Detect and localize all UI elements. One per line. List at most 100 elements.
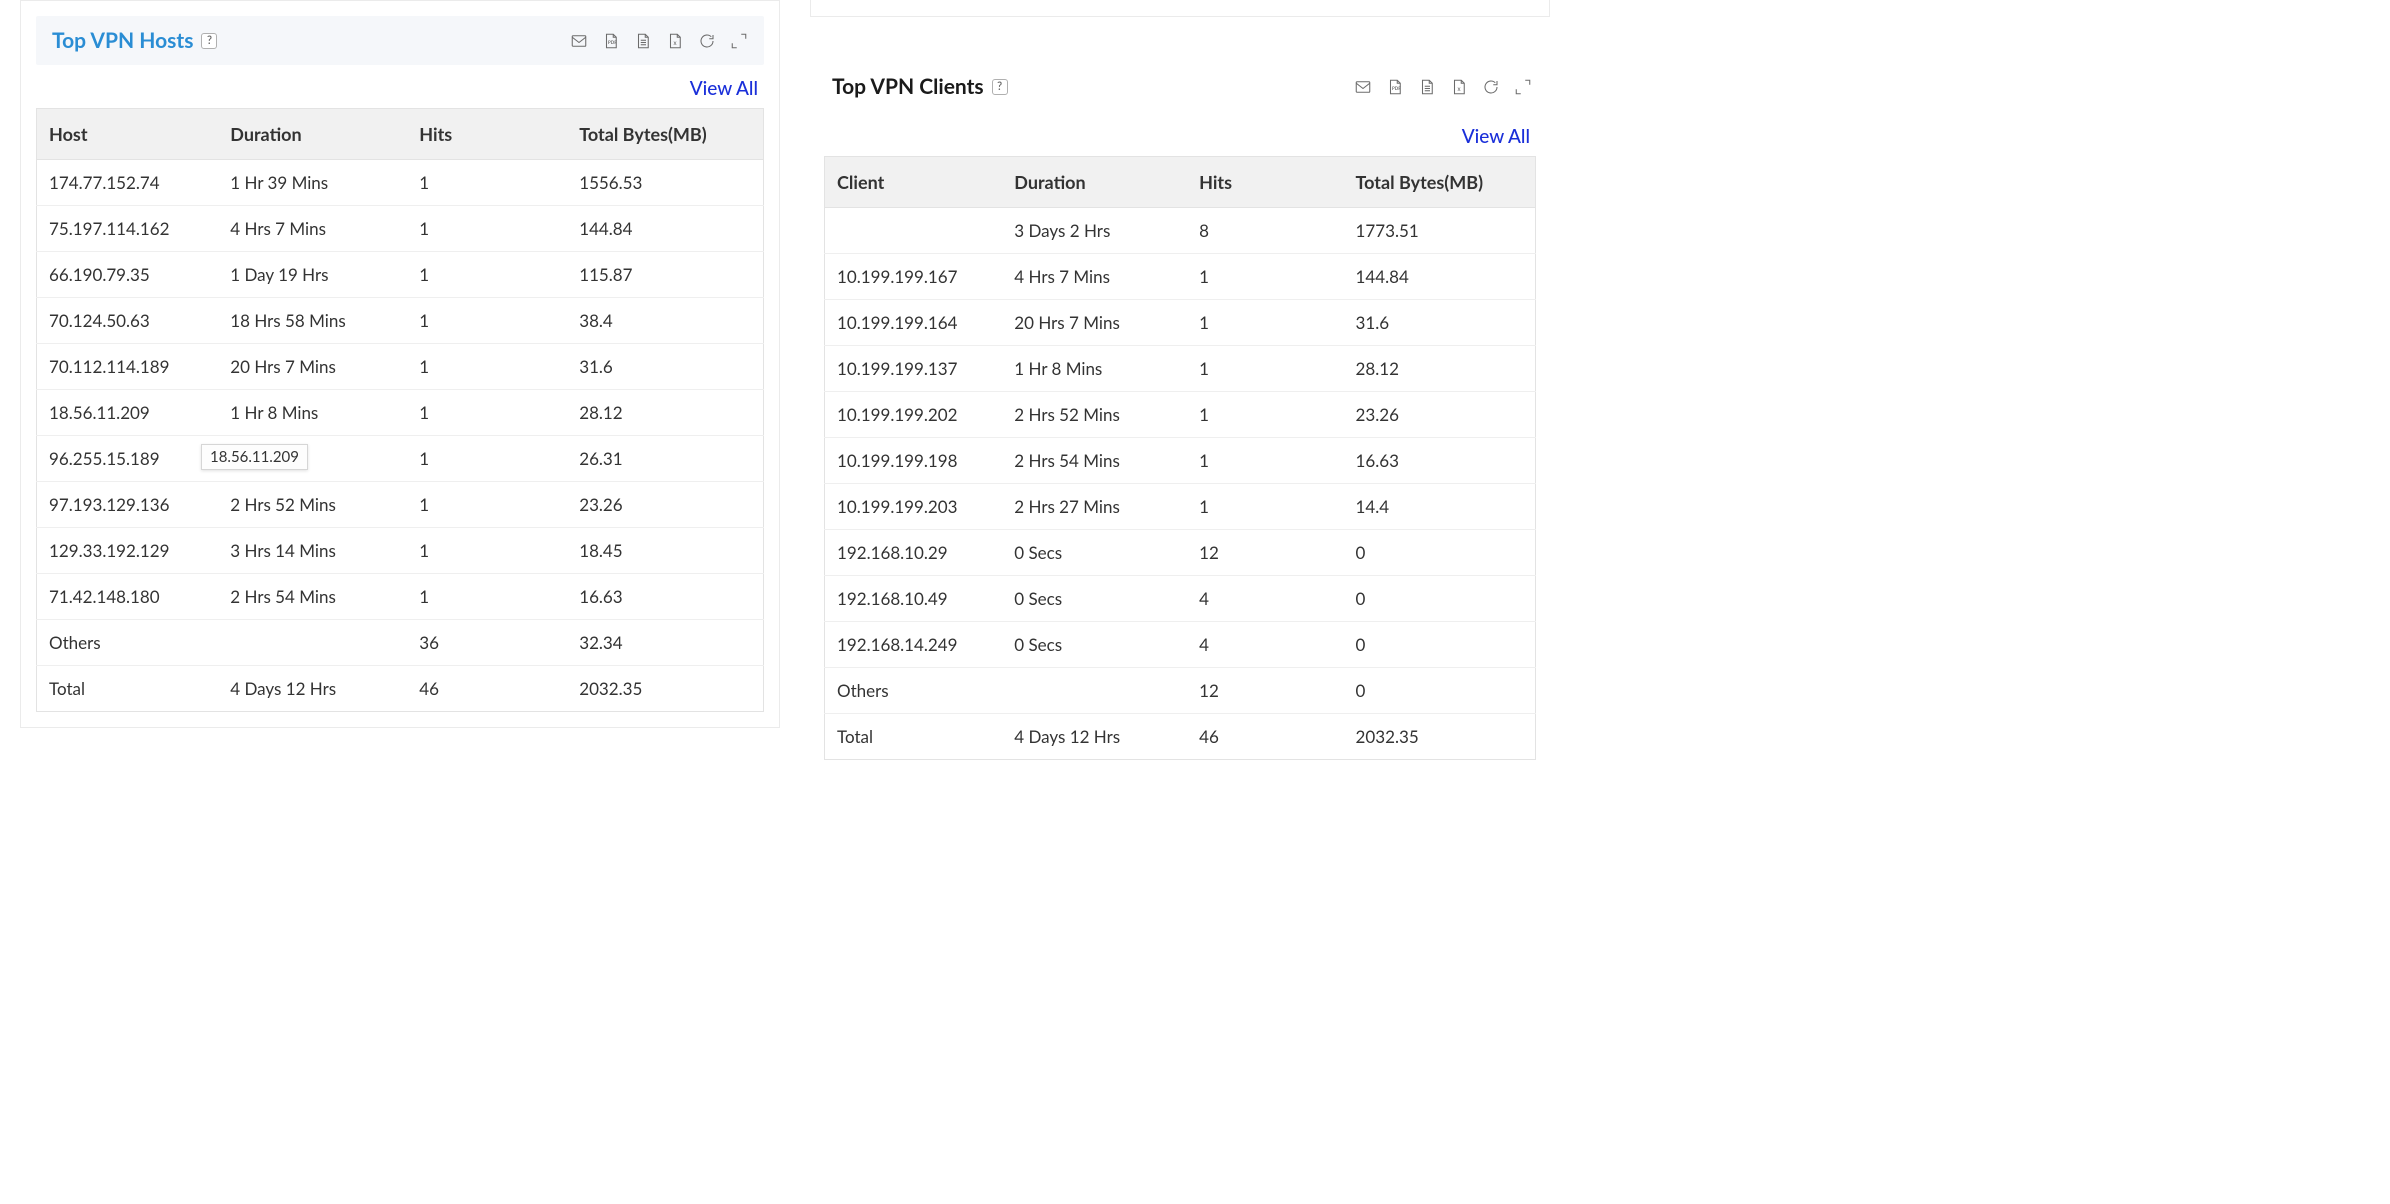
cell-bytes: 0	[1344, 622, 1536, 668]
cell-key[interactable]: 174.77.152.74	[37, 160, 219, 206]
table-row: Total4 Days 12 Hrs462032.35	[825, 714, 1536, 760]
cell-duration: 0 Secs	[1002, 622, 1187, 668]
expand-icon[interactable]	[1514, 78, 1532, 96]
cell-hits: 1	[1187, 484, 1343, 530]
cell-bytes: 144.84	[1344, 254, 1536, 300]
refresh-icon[interactable]	[1482, 78, 1500, 96]
pdf-export-icon[interactable]: PDF	[602, 32, 620, 50]
cell-hits: 1	[1187, 346, 1343, 392]
cell-hits: 12	[1187, 530, 1343, 576]
pdf-export-icon[interactable]: PDF	[1386, 78, 1404, 96]
cell-hits: 8	[1187, 208, 1343, 254]
cell-hits: 1	[407, 390, 567, 436]
svg-text:PDF: PDF	[1392, 86, 1401, 91]
cell-key[interactable]: 18.56.11.209	[37, 390, 219, 436]
cell-key[interactable]: 71.42.148.180	[37, 574, 219, 620]
cell-key[interactable]: 192.168.10.49	[825, 576, 1003, 622]
view-all-link[interactable]: View All	[1462, 125, 1530, 148]
cell-key[interactable]: 97.193.129.136	[37, 482, 219, 528]
cell-key[interactable]: 10.199.199.167	[825, 254, 1003, 300]
table-row: 10.199.199.2022 Hrs 52 Mins123.26	[825, 392, 1536, 438]
table-row: Others3632.34	[37, 620, 764, 666]
clients-viewall-row: View All	[824, 113, 1536, 156]
table-row: 97.193.129.1362 Hrs 52 Mins123.26	[37, 482, 764, 528]
cell-duration: 4 Hrs 7 Mins	[1002, 254, 1187, 300]
cell-duration	[1002, 668, 1187, 714]
cell-key[interactable]: 66.190.79.35	[37, 252, 219, 298]
col-totalbytes: Total Bytes(MB)	[567, 109, 763, 160]
cell-hits: 1	[1187, 300, 1343, 346]
cell-hits: 1	[407, 574, 567, 620]
cell-key[interactable]: 96.255.15.18918.56.11.209	[37, 436, 219, 482]
clients-table-header-row: Client Duration Hits Total Bytes(MB)	[825, 157, 1536, 208]
cell-key[interactable]: 192.168.14.249	[825, 622, 1003, 668]
cell-key[interactable]: 129.33.192.129	[37, 528, 219, 574]
table-row: 10.199.199.16420 Hrs 7 Mins131.6	[825, 300, 1536, 346]
cell-bytes: 16.63	[1344, 438, 1536, 484]
top-vpn-hosts-panel: Top VPN Hosts ? PDF X View All Host Dura…	[20, 0, 780, 728]
table-row: 174.77.152.741 Hr 39 Mins11556.53	[37, 160, 764, 206]
svg-text:PDF: PDF	[608, 40, 617, 45]
cell-hits: 1	[407, 298, 567, 344]
cell-duration: 2 Hrs 52 Mins	[218, 482, 407, 528]
cell-key[interactable]: 192.168.10.29	[825, 530, 1003, 576]
cell-key[interactable]: 10.199.199.202	[825, 392, 1003, 438]
summary-panel-stub	[810, 0, 1550, 17]
csv-export-icon[interactable]	[634, 32, 652, 50]
cell-bytes: 1773.51	[1344, 208, 1536, 254]
clients-table-body: 3 Days 2 Hrs81773.5110.199.199.1674 Hrs …	[825, 208, 1536, 760]
cell-hits: 1	[407, 252, 567, 298]
table-row: 75.197.114.1624 Hrs 7 Mins1144.84	[37, 206, 764, 252]
col-hits: Hits	[1187, 157, 1343, 208]
cell-duration: 1 Hr 8 Mins	[218, 390, 407, 436]
email-icon[interactable]	[570, 32, 588, 50]
help-icon[interactable]: ?	[992, 79, 1008, 95]
col-client: Client	[825, 157, 1003, 208]
expand-icon[interactable]	[730, 32, 748, 50]
csv-export-icon[interactable]	[1418, 78, 1436, 96]
cell-key[interactable]: 10.199.199.198	[825, 438, 1003, 484]
view-all-link[interactable]: View All	[690, 77, 758, 100]
cell-bytes: 38.4	[567, 298, 763, 344]
cell-duration: 20 Hrs 7 Mins	[218, 344, 407, 390]
cell-duration: 2 Hrs 54 Mins	[218, 574, 407, 620]
cell-key[interactable]: 70.112.114.189	[37, 344, 219, 390]
cell-bytes: 2032.35	[1344, 714, 1536, 760]
cell-key[interactable]: 70.124.50.63	[37, 298, 219, 344]
xls-export-icon[interactable]: X	[666, 32, 684, 50]
cell-duration: 1 Hr 39 Mins	[218, 160, 407, 206]
xls-export-icon[interactable]: X	[1450, 78, 1468, 96]
refresh-icon[interactable]	[698, 32, 716, 50]
cell-key[interactable]: 75.197.114.162	[37, 206, 219, 252]
table-row: 192.168.10.290 Secs120	[825, 530, 1536, 576]
cell-hits: 1	[407, 436, 567, 482]
table-row: 66.190.79.351 Day 19 Hrs1115.87	[37, 252, 764, 298]
help-icon[interactable]: ?	[201, 33, 217, 49]
cell-duration: 1 Hr 8 Mins	[1002, 346, 1187, 392]
table-row: 192.168.10.490 Secs40	[825, 576, 1536, 622]
table-row: 96.255.15.18918.56.11.209's 13 Mins126.3…	[37, 436, 764, 482]
cell-key[interactable]: 10.199.199.137	[825, 346, 1003, 392]
table-row: 10.199.199.1371 Hr 8 Mins128.12	[825, 346, 1536, 392]
cell-key	[825, 208, 1003, 254]
cell-key: Total	[825, 714, 1003, 760]
hosts-panel-title[interactable]: Top VPN Hosts ?	[52, 28, 217, 53]
cell-bytes: 115.87	[567, 252, 763, 298]
cell-hits: 1	[407, 206, 567, 252]
col-totalbytes: Total Bytes(MB)	[1344, 157, 1536, 208]
cell-bytes: 2032.35	[567, 666, 763, 712]
cell-hits: 4	[1187, 576, 1343, 622]
clients-panel-title[interactable]: Top VPN Clients ?	[832, 74, 1008, 99]
cell-bytes: 28.12	[1344, 346, 1536, 392]
clients-panel-header: Top VPN Clients ? PDF X	[824, 60, 1536, 113]
cell-key[interactable]: 10.199.199.203	[825, 484, 1003, 530]
cell-bytes: 0	[1344, 576, 1536, 622]
cell-hits: 1	[407, 482, 567, 528]
cell-duration: 0 Secs	[1002, 530, 1187, 576]
email-icon[interactable]	[1354, 78, 1372, 96]
cell-bytes: 18.45	[567, 528, 763, 574]
table-row: 10.199.199.1674 Hrs 7 Mins1144.84	[825, 254, 1536, 300]
hosts-table: Host Duration Hits Total Bytes(MB) 174.7…	[36, 108, 764, 712]
cell-key[interactable]: 10.199.199.164	[825, 300, 1003, 346]
cell-duration: 20 Hrs 7 Mins	[1002, 300, 1187, 346]
